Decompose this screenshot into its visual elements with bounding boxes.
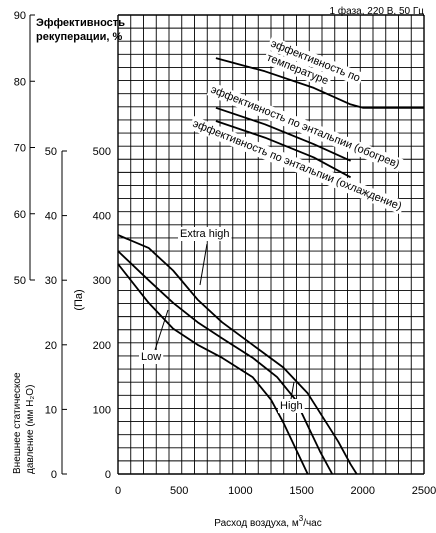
series-label-extra-high: Extra high — [180, 228, 230, 240]
x-tick-label: 0 — [115, 485, 121, 497]
pressure-mm-tick-label: 30 — [45, 275, 57, 287]
pressure-pa-tick-label: 200 — [93, 340, 111, 352]
pressure-pa-axis-label: (Па) — [73, 289, 85, 310]
efficiency-line-1 — [215, 106, 351, 162]
efficiency-line-2 — [215, 120, 352, 179]
efficiency-line-0 — [215, 57, 424, 109]
series-label-temperature-line2-backing — [262, 49, 333, 89]
efficiency-tick-label: 90 — [14, 10, 26, 22]
x-axis-ticks: 0 500 1000 1500 2000 2500 — [115, 485, 436, 497]
efficiency-tick-label: 80 — [14, 76, 26, 88]
leader-extra-high — [199, 243, 208, 286]
pressure-mm-axis-label-line1: Внешнее статическое — [12, 372, 23, 474]
pressure-curve-extra-high — [117, 234, 358, 475]
pressure-mm-tick-label: 50 — [45, 146, 57, 158]
pressure-pa-tick-label: 400 — [93, 211, 111, 223]
efficiency-axis-label-line2: рекуперации, % — [36, 31, 122, 43]
series-label-high: High — [280, 400, 303, 412]
series-label-enthalpy-heating-backing — [206, 81, 404, 173]
supply-note: 1 фаза, 220 В, 50 Гц — [330, 5, 425, 17]
efficiency-tick-label: 60 — [14, 209, 26, 221]
pressure-pa-tick-label: 300 — [93, 275, 111, 287]
series-label-enthalpy-cooling-backing — [188, 115, 406, 215]
pressure-curve-high — [117, 250, 333, 475]
pressure-pa-tick-label: 500 — [93, 146, 111, 158]
x-tick-label: 500 — [170, 485, 188, 497]
x-axis-label: Расход воздуха, м3/час — [214, 514, 322, 529]
pressure-mm-tick-label: 20 — [45, 340, 57, 352]
leader-high — [290, 381, 295, 400]
series-label-low: Low — [141, 351, 161, 363]
series-label-low-backing — [139, 350, 164, 364]
x-tick-label: 2500 — [412, 485, 436, 497]
pressure-mm-tick-label: 10 — [45, 404, 57, 416]
x-tick-label: 1500 — [289, 485, 313, 497]
series-label-enthalpy-heating: эффективность по энтальпии (обогрев) — [209, 84, 401, 171]
efficiency-axis-ticks: 90 80 70 60 50 — [14, 10, 35, 287]
pressure-curve-low — [117, 263, 309, 475]
efficiency-tick-label: 50 — [14, 275, 26, 287]
pressure-mm-tick-label: 0 — [51, 469, 57, 481]
pressure-pa-axis-ticks: 500 400 300 200 100 0 — [93, 146, 111, 481]
pressure-mm-axis-label-line2: давление (мм H₂O) — [25, 385, 36, 474]
efficiency-axis-label-line1: Эффективность — [36, 17, 125, 29]
series-label-high-backing — [278, 399, 305, 413]
x-tick-label: 2000 — [351, 485, 375, 497]
pressure-pa-tick-label: 0 — [105, 469, 111, 481]
x-tick-label: 1000 — [228, 485, 252, 497]
grid — [29, 14, 425, 475]
pressure-pa-tick-label: 100 — [93, 404, 111, 416]
series-label-temperature-line1-backing — [266, 35, 365, 87]
pressure-mm-tick-label: 40 — [45, 211, 57, 223]
series-layer — [117, 57, 424, 475]
efficiency-tick-label: 70 — [14, 143, 26, 155]
pressure-mm-axis-ticks: 50 40 30 20 10 0 — [45, 146, 67, 481]
series-label-extra-high-backing — [178, 227, 232, 241]
leader-low — [154, 309, 169, 351]
